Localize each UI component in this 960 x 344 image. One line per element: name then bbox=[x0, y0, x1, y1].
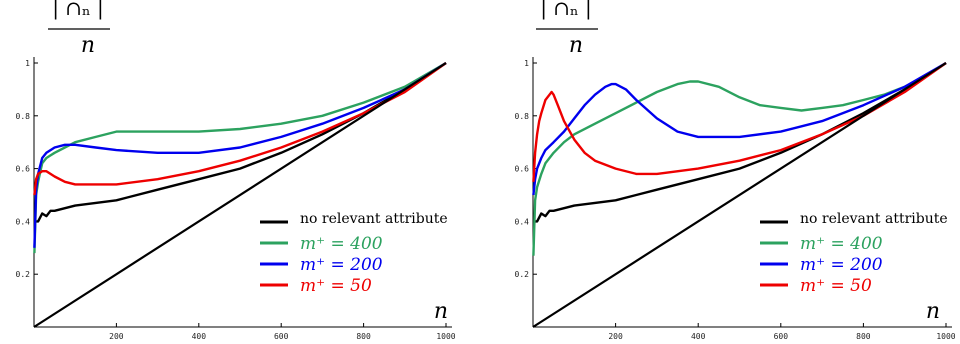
legend-label: no relevant attribute bbox=[800, 211, 948, 227]
x-tick-label: 200 bbox=[608, 332, 623, 341]
y-axis-label: | ∩ₙ | n bbox=[48, 0, 110, 58]
y-tick-label: 0.8 bbox=[16, 112, 31, 121]
series-line-3 bbox=[33, 61, 447, 248]
y-tick-label: 0.2 bbox=[515, 270, 530, 279]
series-line-2 bbox=[33, 61, 447, 254]
x-tick-label: 200 bbox=[109, 332, 124, 341]
series-line-4 bbox=[532, 62, 947, 182]
x-tick-label: 800 bbox=[856, 332, 871, 341]
series-line-2 bbox=[532, 61, 947, 256]
x-tick-label: 1000 bbox=[436, 332, 455, 341]
y-axis-label-bottom: n bbox=[81, 33, 95, 58]
legend-label: m⁺ = 200 bbox=[800, 255, 883, 275]
legend-label: m⁺ = 400 bbox=[300, 234, 383, 254]
legend-label: m⁺ = 400 bbox=[800, 234, 883, 254]
legend-label: no relevant attribute bbox=[300, 211, 448, 227]
x-tick-label: 600 bbox=[774, 332, 789, 341]
legend-label: m⁺ = 50 bbox=[300, 276, 372, 296]
x-axis-label: n bbox=[434, 299, 448, 324]
y-tick-label: 1 bbox=[25, 59, 30, 68]
y-axis-label-top: | ∩ₙ | bbox=[52, 0, 104, 21]
chart-panel-2: | ∩ₙ | n n 0.2 0.4 0.6 0.8 1 200 400 600 800 1000 no … bbox=[515, 0, 956, 341]
x-tick-label: 600 bbox=[274, 332, 289, 341]
series-line-1 bbox=[533, 61, 947, 223]
y-tick-label: 0.6 bbox=[16, 165, 31, 174]
x-tick-label: 400 bbox=[192, 332, 207, 341]
y-tick-label: 0.6 bbox=[515, 165, 530, 174]
series-line-1 bbox=[34, 61, 447, 223]
x-tick-label: 800 bbox=[356, 332, 371, 341]
legend-label: m⁺ = 50 bbox=[800, 276, 872, 296]
diagonal-reference-line bbox=[532, 62, 947, 328]
series-line-3 bbox=[532, 61, 947, 196]
y-tick-label: 1 bbox=[524, 59, 529, 68]
y-tick-label: 0.4 bbox=[16, 217, 31, 226]
x-tick-label: 400 bbox=[691, 332, 706, 341]
chart-panel-1: | ∩ₙ | n n 0.2 0.4 0.6 0.8 1 200 400 600 800 1000 no … bbox=[16, 0, 456, 341]
x-axis-label: n bbox=[926, 299, 940, 324]
diagonal-reference-line bbox=[33, 62, 447, 328]
y-tick-label: 0.8 bbox=[515, 112, 530, 121]
legend-label: m⁺ = 200 bbox=[300, 255, 383, 275]
y-tick-label: 0.4 bbox=[515, 217, 530, 226]
y-axis-label-bottom: n bbox=[569, 33, 583, 58]
y-axis-label: | ∩ₙ | n bbox=[536, 0, 598, 58]
series-line-4 bbox=[33, 62, 447, 196]
y-axis-label-top: | ∩ₙ | bbox=[540, 0, 592, 21]
y-tick-label: 0.2 bbox=[16, 270, 31, 279]
x-tick-label: 1000 bbox=[936, 332, 955, 341]
